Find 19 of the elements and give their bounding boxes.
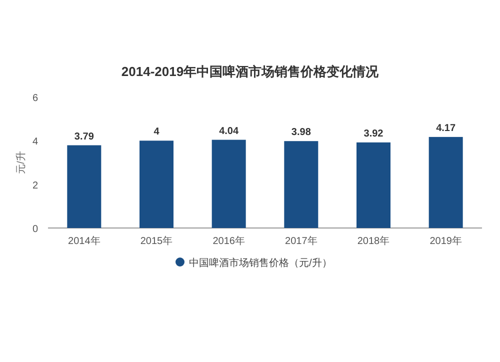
chart-title: 2014-2019年中国啤酒市场销售价格变化情况 [121,64,380,79]
x-tick-label: 2017年 [285,235,318,247]
x-tick-label: 2018年 [357,235,390,247]
data-label: 4 [154,126,160,138]
data-label: 3.92 [364,128,384,140]
data-label: 4.17 [436,122,456,134]
y-tick-label: 0 [32,224,38,235]
y-tick-label: 2 [32,180,38,192]
y-tick-label: 6 [32,93,38,104]
legend-label: 中国啤酒市场销售价格（元/升） [189,257,332,269]
y-tick-label: 4 [32,136,38,148]
x-tick-label: 2015年 [140,235,173,247]
data-label: 4.04 [219,126,239,137]
x-tick-label: 2014年 [68,235,100,247]
x-tick-label: 2016年 [212,235,245,247]
data-label: 3.98 [291,127,312,138]
x-tick-label: 2019年 [430,235,462,247]
y-axis-title: 元/升 [15,151,27,174]
data-label: 3.79 [74,131,94,142]
